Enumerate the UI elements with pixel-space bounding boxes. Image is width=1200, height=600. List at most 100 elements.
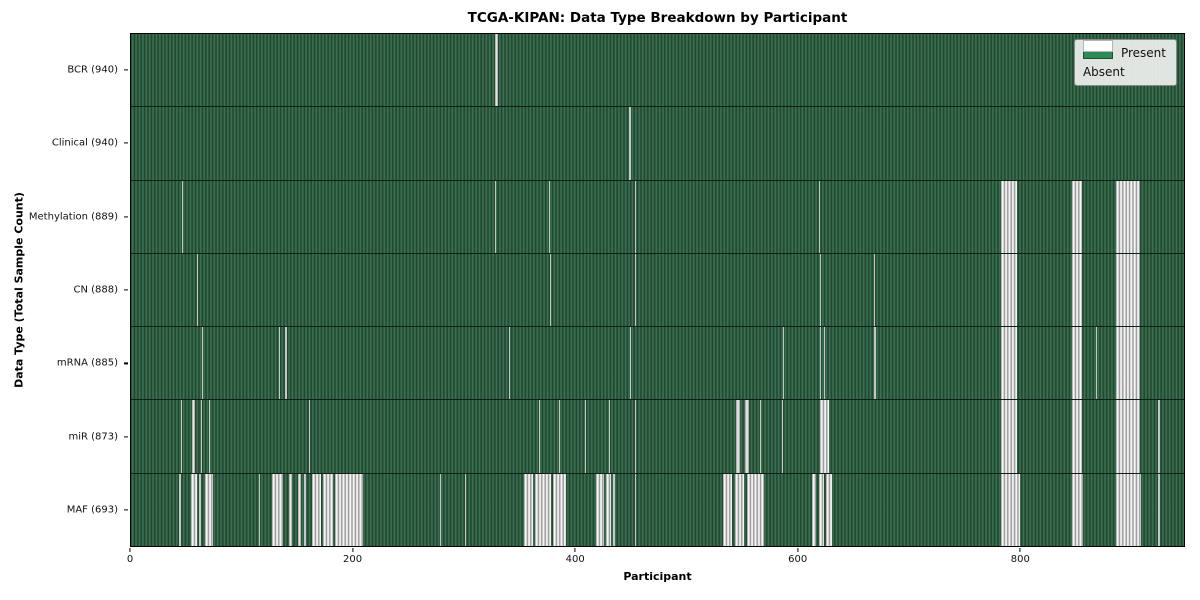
y-tick-mark (124, 215, 128, 218)
absent-stripe (1071, 327, 1082, 400)
absent-stripe (190, 473, 197, 546)
absent-stripe (1000, 180, 1018, 253)
absent-stripe (874, 253, 876, 327)
absent-stripe (781, 400, 783, 473)
absent-stripe (736, 400, 740, 473)
y-tick-label: miR (873) (68, 431, 118, 443)
absent-stripe (628, 107, 631, 180)
x-axis: 0 200 400 600 800 (126, 547, 1185, 583)
absent-stripe (1116, 327, 1140, 400)
absent-stripe (288, 473, 293, 546)
heatmap-row-clinical (131, 107, 1184, 181)
absent-stripe (1071, 473, 1083, 546)
absent-stripe (312, 473, 321, 546)
absent-stripe (205, 473, 214, 546)
x-tick-label: 400 (565, 554, 585, 565)
y-tick-label: mRNA (885) (56, 357, 118, 369)
absent-stripe (439, 473, 441, 546)
absent-stripe (1158, 473, 1160, 546)
x-tick-label: 800 (1010, 554, 1030, 565)
absent-stripe (745, 400, 749, 473)
legend-label-present: Present (1120, 46, 1166, 60)
y-tick-label: CN (888) (73, 284, 118, 296)
x-tick-mark (1019, 548, 1021, 552)
absent-stripe (635, 473, 637, 546)
absent-stripe (549, 253, 551, 327)
legend: Present Absent (1073, 39, 1177, 86)
absent-stripe (180, 400, 183, 473)
absent-stripe (548, 180, 550, 253)
absent-stripe (826, 473, 832, 546)
absent-stripe (629, 327, 631, 400)
absent-stripe (1116, 180, 1140, 253)
x-tick-label: 600 (788, 554, 808, 565)
absent-stripe (819, 327, 821, 400)
absent-stripe (200, 400, 203, 473)
heatmap-row-cn (131, 253, 1184, 328)
y-tick-mark (124, 362, 128, 365)
absent-stripe (272, 473, 284, 546)
absent-stripe (196, 253, 198, 327)
legend-label-absent: Absent (1082, 65, 1125, 79)
absent-stripe (1000, 327, 1018, 400)
absent-stripe (182, 180, 184, 253)
x-tick-mark (574, 548, 576, 552)
absent-stripe (1096, 327, 1098, 400)
absent-stripe (178, 473, 181, 546)
absent-stripe (1000, 400, 1018, 473)
absent-stripe (635, 253, 637, 327)
heatmap-row-maf (131, 473, 1184, 546)
absent-stripe (1071, 253, 1082, 327)
y-tick-mark (124, 509, 128, 511)
absent-stripe (811, 473, 817, 546)
absent-stripe (635, 180, 637, 253)
absent-stripe (1000, 473, 1020, 546)
heatmap-row-bcr (131, 34, 1184, 108)
y-tick-label: Methylation (889) (28, 211, 118, 223)
chart-title: TCGA-KIPAN: Data Type Breakdown by Parti… (467, 10, 848, 26)
heatmap-row-mir (131, 400, 1184, 474)
y-tick-label: MAF (693) (66, 504, 118, 516)
y-tick-label: Clinical (940) (51, 137, 118, 149)
absent-stripe (258, 473, 260, 546)
absent-stripe (308, 400, 310, 473)
absent-stripe (818, 180, 820, 253)
absent-stripe (1116, 253, 1140, 327)
absent-stripe (585, 400, 587, 473)
absent-stripe (747, 473, 765, 546)
absent-stripe (535, 473, 551, 546)
y-tick-mark (124, 69, 128, 71)
x-tick-label: 200 (343, 554, 363, 565)
absent-stripe (613, 473, 616, 546)
absent-stripe (783, 327, 785, 400)
x-tick-mark (129, 548, 131, 552)
absent-stripe (874, 327, 877, 400)
absent-stripe (524, 473, 534, 546)
absent-stripe (508, 327, 510, 400)
absent-stripe (323, 473, 334, 546)
absent-stripe (297, 473, 301, 546)
x-tick-mark (797, 548, 799, 552)
absent-stripe (192, 400, 196, 473)
absent-stripe (285, 327, 287, 400)
absent-stripe (495, 34, 498, 107)
absent-stripe (1158, 400, 1160, 473)
plot-area: Present Absent (130, 33, 1185, 547)
absent-stripe (819, 400, 829, 473)
absent-stripe (596, 473, 605, 546)
y-tick-mark (124, 289, 128, 291)
absent-stripe (1116, 400, 1140, 473)
absent-stripe (735, 473, 745, 546)
x-axis-label: Participant (623, 570, 692, 583)
legend-item-absent: Absent (1082, 40, 1166, 79)
absent-stripe (759, 400, 761, 473)
absent-stripe (538, 400, 540, 473)
absent-stripe (635, 400, 637, 473)
absent-stripe (1071, 180, 1082, 253)
absent-stripe (553, 473, 567, 546)
x-tick-label: 0 (126, 554, 134, 565)
y-tick-mark (124, 436, 128, 438)
absent-stripe (208, 400, 210, 473)
absent-stripe (1071, 400, 1082, 473)
